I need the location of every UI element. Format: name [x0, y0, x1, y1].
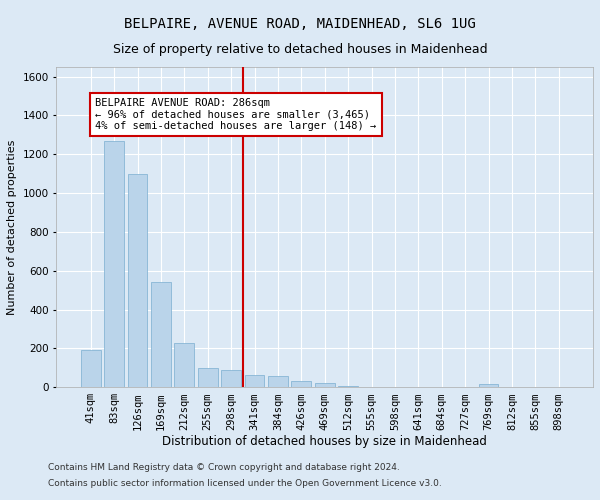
Text: Contains HM Land Registry data © Crown copyright and database right 2024.: Contains HM Land Registry data © Crown c…	[48, 464, 400, 472]
Bar	[245, 376, 265, 387]
Text: BELPAIRE AVENUE ROAD: 286sqm
← 96% of detached houses are smaller (3,465)
4% of : BELPAIRE AVENUE ROAD: 286sqm ← 96% of de…	[95, 98, 377, 131]
Bar	[338, 386, 358, 387]
Text: Size of property relative to detached houses in Maidenhead: Size of property relative to detached ho…	[113, 42, 487, 56]
Bar	[221, 370, 241, 387]
Bar	[315, 384, 335, 387]
Bar	[151, 282, 171, 387]
Text: BELPAIRE, AVENUE ROAD, MAIDENHEAD, SL6 1UG: BELPAIRE, AVENUE ROAD, MAIDENHEAD, SL6 1…	[124, 18, 476, 32]
X-axis label: Distribution of detached houses by size in Maidenhead: Distribution of detached houses by size …	[162, 435, 487, 448]
Bar	[104, 140, 124, 387]
Bar	[175, 342, 194, 387]
Bar	[198, 368, 218, 387]
Y-axis label: Number of detached properties: Number of detached properties	[7, 140, 17, 314]
Bar	[128, 174, 148, 387]
Bar	[479, 384, 499, 387]
Bar	[292, 382, 311, 387]
Bar	[268, 376, 288, 387]
Bar	[81, 350, 101, 387]
Text: Contains public sector information licensed under the Open Government Licence v3: Contains public sector information licen…	[48, 478, 442, 488]
